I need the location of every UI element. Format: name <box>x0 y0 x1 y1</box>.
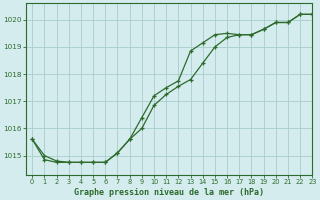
X-axis label: Graphe pression niveau de la mer (hPa): Graphe pression niveau de la mer (hPa) <box>74 188 264 197</box>
